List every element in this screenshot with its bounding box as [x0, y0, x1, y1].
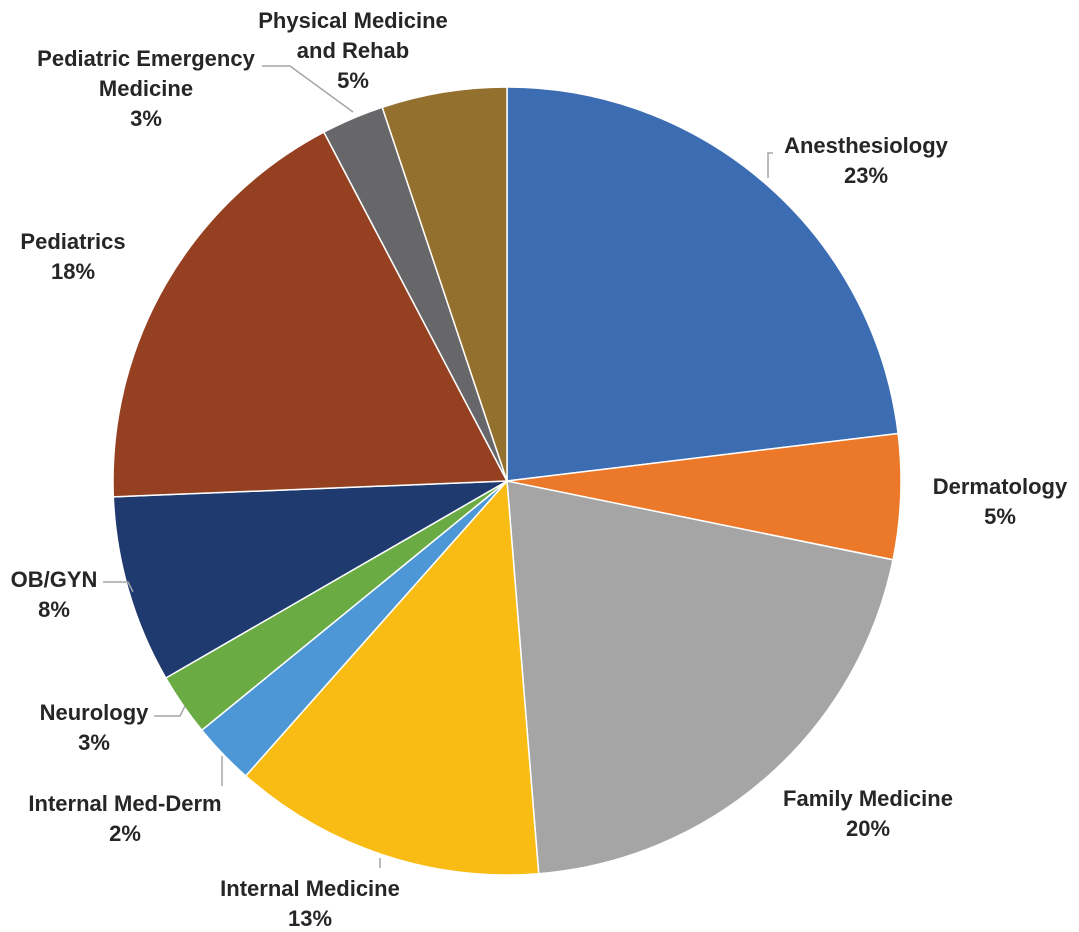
pie-slice-internal-medicine: [244, 479, 540, 876]
slice-label-physical-medicine-and-rehab: Physical Medicine and Rehab 5%: [258, 8, 448, 93]
slice-label-family-medicine: Family Medicine 20%: [783, 786, 953, 841]
slice-label-internal-med-derm: Internal Med-Derm 2%: [28, 791, 221, 846]
slice-label-dermatology: Dermatology 5%: [933, 474, 1068, 529]
pie-slices: [112, 86, 902, 876]
slice-label-internal-medicine: Internal Medicine 13%: [220, 876, 400, 931]
leader-lines: [103, 65, 773, 868]
leader-line: [154, 705, 186, 717]
slice-label-pediatrics: Pediatrics 18%: [20, 229, 125, 284]
slice-label-neurology: Neurology 3%: [40, 700, 150, 755]
pie-slice-ob-gyn: [112, 480, 508, 680]
leader-line: [103, 581, 134, 593]
slice-label-anesthesiology: Anesthesiology 23%: [784, 133, 949, 188]
pie-slice-pediatrics: [112, 131, 509, 498]
pie-slice-family-medicine: [506, 480, 894, 875]
slice-label-ob-gyn: OB/GYN 8%: [11, 567, 98, 622]
pie-slice-anesthesiology: [506, 86, 899, 482]
slice-labels: Anesthesiology 23% Dermatology 5% Family Med…: [11, 8, 1068, 931]
pie-slice-physical-medicine-and-rehab: [381, 86, 508, 482]
leader-line: [767, 152, 773, 178]
leader-line: [262, 65, 354, 113]
slice-label-pediatric-emergency-medicine: Pediatric Emergency Medicine 3%: [37, 46, 255, 131]
